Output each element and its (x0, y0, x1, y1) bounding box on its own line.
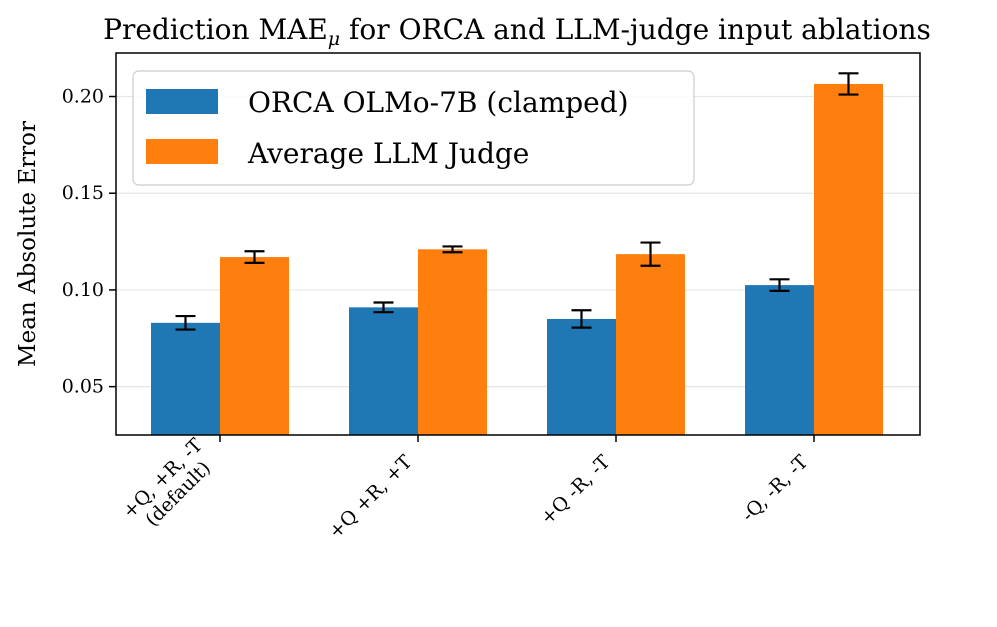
bar (547, 318, 616, 435)
plot-frame (115, 52, 921, 436)
y-tick-label: 0.05 (62, 376, 104, 398)
legend-swatch-orca (146, 89, 218, 114)
chart-title: Prediction MAEμ for ORCA and LLM-judge i… (103, 13, 931, 50)
x-tick-label: -Q, -R, -T (737, 451, 812, 526)
chart-title-suffix: for ORCA and LLM-judge input ablations (340, 13, 931, 46)
chart-title-main: Prediction MAE (103, 13, 328, 46)
legend-label-orca: ORCA OLMo-7B (clamped) (248, 86, 629, 119)
bar (349, 307, 418, 435)
x-tick-label-line: +Q -R, -T (536, 451, 615, 530)
y-tick-label: 0.15 (62, 182, 104, 204)
x-axis-ticks: +Q, +R, -T(default) +Q +R, +T +Q -R, -T -Q,… (118, 434, 815, 543)
chart-title-subscript: μ (328, 28, 340, 50)
y-axis-ticks: 0.05 0.10 0.15 0.20 (62, 86, 116, 398)
bar (220, 257, 289, 435)
bar (151, 322, 220, 435)
error-bars (175, 72, 859, 331)
legend-frame (132, 70, 695, 186)
bar (418, 249, 487, 435)
y-tick-label: 0.10 (62, 279, 104, 301)
bar (814, 83, 883, 435)
legend-swatch-llm-judge (146, 139, 218, 164)
bars (151, 83, 883, 435)
x-tick-label-line: +Q +R, +T (324, 451, 416, 543)
legend-label-llm-judge: Average LLM Judge (247, 137, 529, 170)
y-tick-label: 0.20 (62, 86, 104, 108)
bar (616, 254, 685, 435)
x-tick-label-line: -Q, -R, -T (737, 451, 812, 526)
y-axis-label: Mean Absolute Error (15, 121, 41, 367)
x-tick-label: +Q -R, -T (536, 451, 615, 530)
x-tick-label: +Q, +R, -T(default) (118, 434, 222, 538)
x-tick-label: +Q +R, +T (324, 451, 416, 543)
legend: ORCA OLMo-7B (clamped) Average LLM Judge (132, 70, 695, 186)
bar (745, 285, 814, 435)
